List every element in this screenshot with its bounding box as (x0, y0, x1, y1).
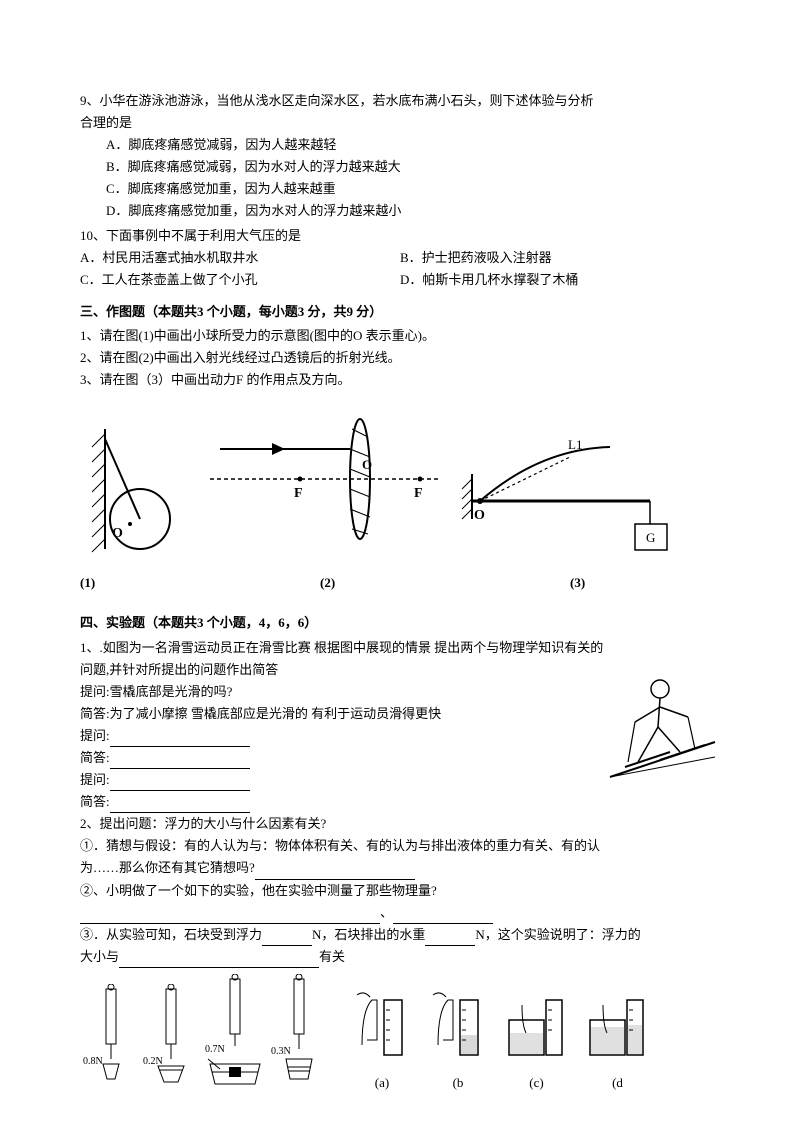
spring-2-label: 0.2N (143, 1056, 163, 1067)
blank-input[interactable] (393, 910, 493, 924)
blank-input[interactable] (110, 777, 250, 791)
q2-e2: N，石块排出的水重 (312, 927, 425, 942)
blank-input[interactable] (80, 910, 380, 924)
q10-option-a: A．村民用活塞式抽水机取井水 (80, 247, 400, 269)
blank-input[interactable] (110, 799, 250, 813)
q9-option-d: D．脚底疼痛感觉加重，因为水对人的浮力越来越小 (106, 200, 720, 222)
section-3-title: 三、作图题（本题共3 个小题，每小题3 分，共9 分） (80, 301, 720, 323)
q9-stem-line1: 9、小华在游泳池游泳，当他从浅水区走向深水区，若水底布满小石头，则下述体验与分析 (80, 90, 720, 112)
section-4-title: 四、实验题（本题共3 个小题，4，6，6） (80, 612, 720, 634)
diagram-2-o: O (362, 457, 372, 472)
question-9: 9、小华在游泳池游泳，当他从浅水区走向深水区，若水底布满小石头，则下述体验与分析… (80, 90, 720, 223)
blank-input[interactable] (110, 733, 250, 747)
spring-scale-4: 0.3N (268, 974, 328, 1094)
blank-input[interactable] (255, 866, 415, 880)
q1-ans2: 简答: (80, 794, 110, 809)
beaker-d-label: (d (585, 1072, 650, 1094)
beaker-a-label: (a) (352, 1072, 412, 1094)
question-10: 10、下面事例中不属于利用大气压的是 A．村民用活塞式抽水机取井水 B．护士把药… (80, 225, 720, 291)
q2-f1: 大小与 (80, 949, 119, 964)
q2-line1: 2、提出问题：浮力的大小与什么因素有关? (80, 813, 720, 835)
diagram-2-f1: F (294, 486, 303, 501)
beaker-d: (d (585, 985, 650, 1094)
beaker-c: (c) (504, 985, 569, 1094)
q10-option-b: B．护士把药液吸入注射器 (400, 247, 720, 269)
q10-option-d: D．帕斯卡用几杯水撑裂了木桶 (400, 269, 720, 291)
q10-option-c: C．工人在茶壶盖上做了个小孔 (80, 269, 400, 291)
q9-stem-line2: 合理的是 (80, 112, 720, 134)
blank-input[interactable] (110, 755, 250, 769)
diagram-1: O (1) (80, 419, 200, 594)
blank-input[interactable] (425, 932, 475, 946)
diagrams-row: O (1) F F O (80, 409, 720, 594)
diagram-2-svg: F F O (210, 409, 440, 559)
q2-e1: ③．从实验可知，石块受到浮力 (80, 927, 262, 942)
q2-line2: ①．猜想与假设：有的人认为与：物体体积有关、有的认为与排出液体的重力有关、有的认 (80, 835, 720, 857)
diagram-2: F F O (2) (210, 409, 440, 594)
diagram-3-g: G (646, 530, 655, 545)
spring-scales-group: 0.8N 0.2N 0.7N 0.3 (80, 974, 328, 1094)
q9-option-a: A．脚底疼痛感觉减弱，因为人越来越轻 (106, 134, 720, 156)
diagram-3-svg: O L1 G (450, 429, 700, 559)
q2-line3: 为……那么你还有其它猜想吗? (80, 860, 255, 875)
spring-3-label: 0.7N (205, 1044, 225, 1055)
bottom-figures-row: 0.8N 0.2N 0.7N 0.3 (80, 974, 720, 1094)
section-3-p3: 3、请在图（3）中画出动力F 的作用点及方向。 (80, 369, 720, 391)
q2-e3: N，这个实验说明了：浮力的 (475, 927, 640, 942)
diagram-1-svg: O (80, 419, 200, 559)
q1-ask1: 提问: (80, 728, 110, 743)
blank-input[interactable] (119, 954, 319, 968)
beaker-b-label: (b (428, 1072, 488, 1094)
beaker-b: (b (428, 985, 488, 1094)
skier-icon (600, 667, 720, 787)
q2-line4: ②、小明做了一个如下的实验，他在实验中测量了那些物理量? (80, 880, 720, 902)
spring-scale-2: 0.2N (140, 984, 200, 1094)
beaker-group: (a) (b (c) (352, 985, 650, 1094)
spring-4-label: 0.3N (271, 1046, 291, 1057)
diagram-3-l1: L1 (568, 437, 582, 452)
diagram-3-o: O (474, 508, 485, 523)
q1-ans1: 简答: (80, 750, 110, 765)
q9-option-b: B．脚底疼痛感觉减弱，因为水对人的浮力越来越大 (106, 156, 720, 178)
q9-option-c: C．脚底疼痛感觉加重，因为人越来越重 (106, 178, 720, 200)
diagram-1-o-label: O (112, 526, 123, 541)
diagram-3-label: (3) (570, 572, 700, 594)
spring-scale-3: 0.7N (200, 974, 268, 1094)
diagram-3: O L1 G (3) (450, 429, 700, 594)
q2-f2: 有关 (319, 949, 345, 964)
q1-ask2: 提问: (80, 772, 110, 787)
blank-input[interactable] (262, 932, 312, 946)
beaker-a: (a) (352, 985, 412, 1094)
diagram-1-label: (1) (80, 572, 200, 594)
q1-line1: 1、.如图为一名滑雪运动员正在滑雪比赛 根据图中展现的情景 提出两个与物理学知识… (80, 637, 720, 659)
spring-1-label: 0.8N (83, 1056, 103, 1067)
section-4-q1: 1、.如图为一名滑雪运动员正在滑雪比赛 根据图中展现的情景 提出两个与物理学知识… (80, 637, 720, 814)
beaker-c-label: (c) (504, 1072, 569, 1094)
q10-stem: 10、下面事例中不属于利用大气压的是 (80, 225, 720, 247)
section-3-p1: 1、请在图(1)中画出小球所受力的示意图(图中的O 表示重心)。 (80, 325, 720, 347)
diagram-2-label: (2) (320, 572, 440, 594)
diagram-2-f2: F (414, 486, 423, 501)
spring-scale-1: 0.8N (80, 984, 140, 1094)
section-3-p2: 2、请在图(2)中画出入射光线经过凸透镜后的折射光线。 (80, 347, 720, 369)
